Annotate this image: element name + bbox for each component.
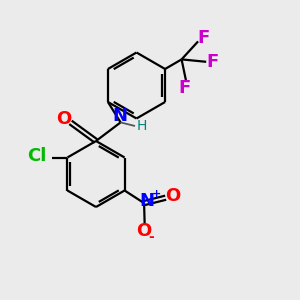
Text: Cl: Cl bbox=[27, 147, 46, 165]
Text: O: O bbox=[56, 110, 71, 128]
Text: F: F bbox=[207, 53, 219, 71]
Text: O: O bbox=[136, 222, 152, 240]
Text: +: + bbox=[152, 189, 161, 199]
Text: -: - bbox=[148, 230, 154, 244]
Text: O: O bbox=[165, 187, 180, 205]
Text: F: F bbox=[197, 29, 210, 47]
Text: F: F bbox=[178, 79, 191, 97]
Text: N: N bbox=[112, 107, 127, 125]
Text: N: N bbox=[140, 192, 154, 210]
Text: H: H bbox=[136, 119, 147, 133]
